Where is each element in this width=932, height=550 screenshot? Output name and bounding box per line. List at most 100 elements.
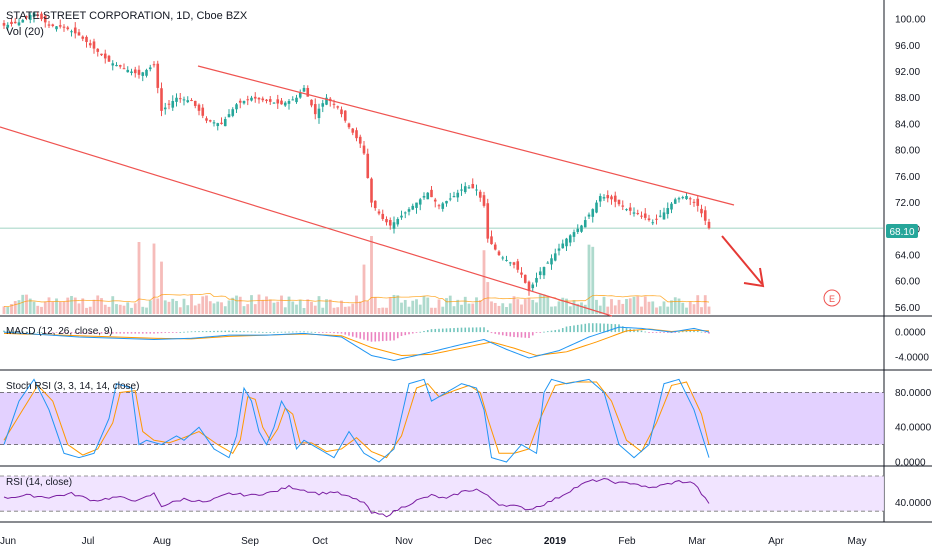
macd-histogram-bar: [543, 331, 545, 333]
upper-trend-line: [197, 65, 735, 206]
volume-bar: [126, 302, 130, 314]
candle-body: [613, 195, 617, 202]
candle-body: [606, 195, 610, 199]
macd-histogram-bar: [445, 328, 448, 333]
macd-histogram-bar: [51, 332, 54, 333]
macd-histogram-bar: [175, 332, 178, 333]
macd-histogram-bar: [310, 331, 313, 333]
macd-histogram-bar: [171, 332, 174, 333]
volume-bar: [47, 297, 51, 314]
candle-body: [651, 222, 655, 224]
macd-histogram-bar: [434, 328, 437, 333]
volume-bar: [58, 301, 62, 314]
candle-body: [497, 251, 501, 256]
candle-body: [621, 205, 625, 207]
macd-histogram-bar: [198, 331, 200, 333]
forecast-arrow-icon[interactable]: [721, 235, 765, 288]
candle-body: [178, 98, 182, 100]
candle-body: [141, 72, 145, 76]
volume-bar: [17, 300, 21, 314]
volume-bar: [373, 297, 377, 314]
candle-body: [478, 191, 482, 198]
volume-bar: [261, 300, 265, 314]
macd-histogram-bar: [381, 332, 384, 342]
macd-histogram-bar: [18, 331, 20, 333]
volume-bar: [643, 296, 647, 314]
volume-bar: [287, 296, 291, 314]
candle-body: [336, 106, 340, 108]
volume-bar: [508, 303, 512, 314]
candle-body: [287, 101, 291, 104]
macd-histogram-bar: [426, 330, 429, 333]
volume-bar: [25, 294, 28, 314]
macd-histogram-bar: [21, 331, 24, 333]
volume-bars: [2, 236, 711, 314]
macd-signal-line: [3, 328, 710, 357]
macd-histogram-bar: [40, 332, 43, 333]
candle-body: [298, 92, 302, 98]
volume-bar: [257, 294, 261, 314]
volume-bar: [467, 303, 471, 314]
volume-bar: [655, 307, 658, 314]
macd-histogram-bar: [258, 331, 260, 333]
candle-body: [261, 98, 265, 101]
volume-bar: [531, 299, 535, 314]
volume-bar: [550, 306, 553, 314]
candle-body: [55, 26, 58, 30]
rsi-pane: [0, 475, 884, 518]
volume-bar: [430, 307, 433, 314]
volume-bar: [246, 304, 250, 314]
macd-histogram-bar: [663, 332, 665, 333]
volume-average-line: [3, 293, 710, 308]
macd-histogram-bar: [66, 332, 69, 334]
macd-histogram-bar: [123, 332, 125, 334]
macd-histogram-bar: [149, 332, 152, 334]
macd-histogram-bar: [419, 331, 422, 333]
volume-bar: [223, 306, 227, 314]
macd-histogram-bar: [490, 332, 493, 334]
macd-histogram-bar: [561, 328, 564, 333]
candle-body: [148, 67, 152, 70]
macd-histogram-bar: [351, 332, 354, 337]
macd-histogram-bar: [471, 327, 474, 333]
candle-body: [257, 97, 261, 100]
volume-bar: [456, 299, 460, 314]
volume-bar: [565, 298, 568, 314]
macd-histogram-bar: [3, 330, 5, 333]
volume-bar: [703, 295, 707, 314]
last-price-badge: [886, 224, 918, 238]
volume-bar: [441, 306, 445, 314]
earnings-marker-icon[interactable]: [823, 289, 841, 307]
candle-body: [253, 96, 257, 99]
macd-histogram-bar: [640, 330, 643, 333]
macd-histogram-bar: [411, 332, 414, 334]
trend-lines[interactable]: [0, 65, 735, 317]
volume-bar: [598, 305, 602, 314]
volume-bar: [527, 298, 531, 314]
candle-body: [388, 220, 392, 226]
macd-histogram-bar: [288, 331, 290, 333]
macd-histogram-bar: [145, 332, 148, 334]
earnings-marker-label: E: [829, 294, 835, 304]
volume-bar: [625, 299, 628, 314]
volume-bar: [148, 300, 152, 314]
candle-body: [482, 195, 486, 206]
volume-bar: [190, 294, 193, 314]
macd-histogram-bar: [678, 331, 680, 333]
macd-histogram-bar: [36, 331, 39, 333]
macd-histogram-bar: [344, 332, 347, 335]
time-tick-label: Aug: [153, 536, 171, 547]
volume-bar: [670, 300, 673, 314]
volume-bar: [145, 307, 148, 314]
volume-ma-line: [3, 293, 710, 308]
candle-body: [107, 55, 111, 62]
macd-histogram-bar: [74, 332, 77, 334]
candle-body: [137, 69, 141, 75]
candle-body: [655, 218, 658, 220]
candle-body: [193, 100, 197, 106]
macd-histogram-bar: [468, 327, 470, 333]
stoch-tick-label: 0.0000: [895, 458, 926, 469]
candle-body: [130, 71, 133, 73]
candle-body: [201, 107, 205, 116]
